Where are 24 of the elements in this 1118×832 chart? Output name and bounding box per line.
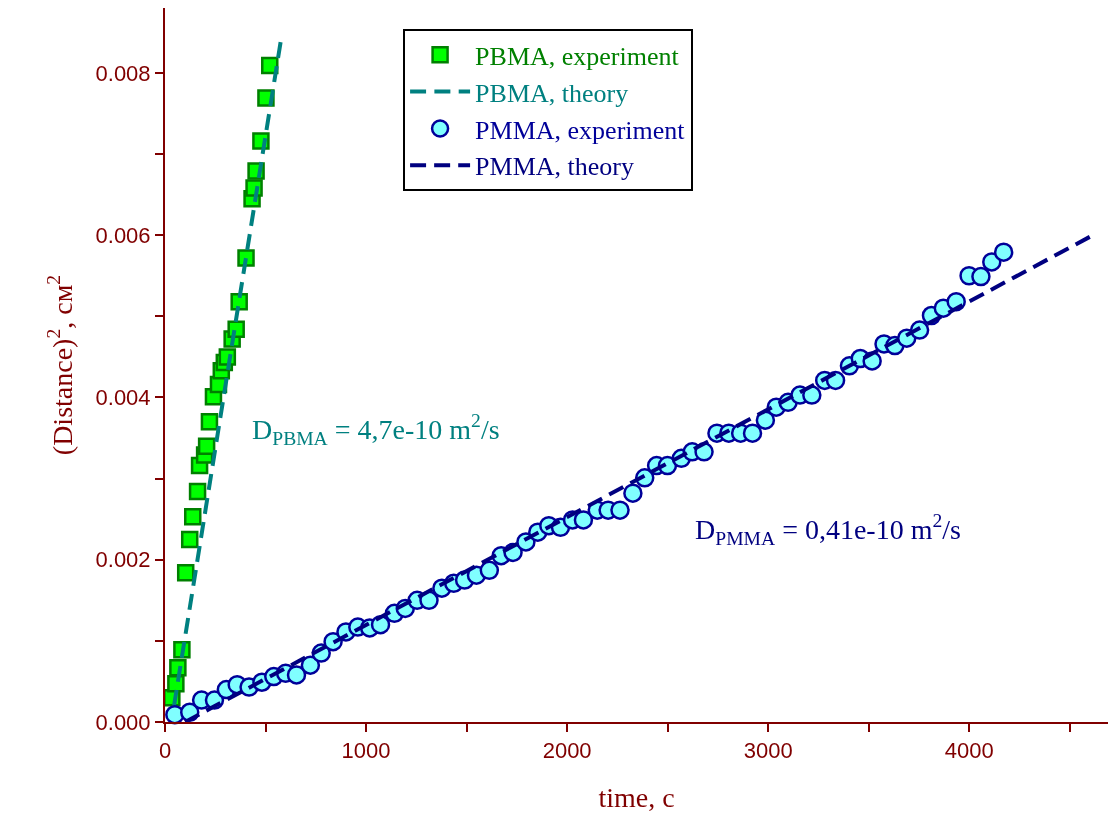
y-tick-label: 0.004 (95, 385, 151, 411)
x-tick-label: 2000 (542, 738, 592, 764)
annotation: D$_{PBMA}$ = 4,7e-10 m$^{2}$/s (252, 410, 500, 449)
y-tick-label: 0.000 (95, 709, 151, 735)
legend-label: PMMA, theory (475, 152, 634, 182)
y-tick-label: 0.002 (95, 547, 151, 573)
x-tick-label: 0 (158, 738, 172, 764)
legend-label: PBMA, theory (475, 78, 629, 108)
point (176, 563, 195, 582)
y-tick-label: 0.008 (95, 60, 151, 86)
y-tick-label: 0.006 (95, 222, 151, 248)
point (200, 413, 219, 431)
legend-label: PMMA, experiment (475, 115, 686, 145)
annotation: D$_{PMMA}$ = 0,41e-10 m$^{2}$/s (695, 510, 961, 549)
x-tick-label: 1000 (341, 738, 391, 764)
legend-label: PBMA, experiment (475, 41, 680, 71)
point (180, 530, 199, 549)
point (188, 482, 207, 501)
x-tick-label: 3000 (743, 738, 793, 764)
point (184, 507, 202, 526)
x-axis-title: time, c (598, 782, 675, 813)
point (197, 437, 216, 455)
point (261, 56, 279, 75)
x-tick-label: 4000 (944, 738, 994, 764)
